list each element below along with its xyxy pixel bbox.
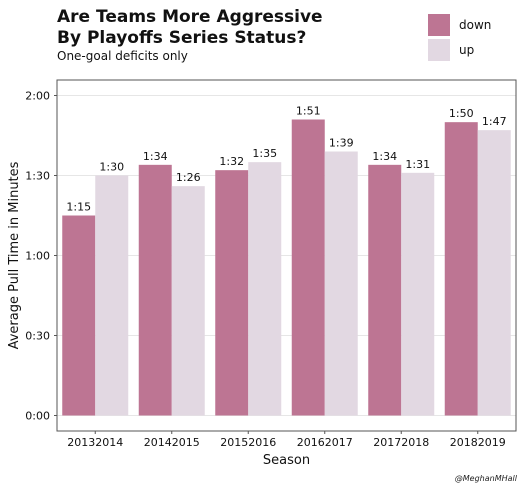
bar-down-20182019: [444, 122, 478, 416]
legend: down up: [428, 12, 491, 62]
y-tick-label-2: 1:00: [25, 250, 50, 263]
chart-title-line1: Are Teams More Aggressive: [57, 7, 323, 27]
y-tick-label-4: 2:00: [25, 90, 50, 103]
plot-panel-border: [56, 79, 517, 432]
bar-down-20142015: [138, 164, 172, 416]
bar-label-up-20182019: 1:47: [482, 115, 507, 128]
y-tick-label-0: 0:00: [25, 410, 50, 423]
bar-label-up-20172018: 1:31: [405, 158, 430, 171]
y-axis-title: Average Pull Time in Minutes: [7, 161, 22, 349]
legend-item-down: down: [428, 12, 491, 37]
x-tick-label-2: 20152016: [220, 436, 276, 449]
chart-subtitle: One-goal deficits only: [57, 49, 188, 63]
chart-title-line2: By Playoffs Series Status?: [57, 28, 307, 48]
bar-up-20142015: [171, 186, 205, 416]
bar-label-up-20142015: 1:26: [176, 171, 201, 184]
bar-label-up-20162017: 1:39: [329, 137, 354, 150]
chart-title: Are Teams More Aggressive By Playoffs Se…: [57, 7, 323, 49]
bar-down-20172018: [368, 164, 402, 416]
bar-label-down-20152016: 1:32: [219, 155, 244, 168]
legend-label-down: down: [459, 17, 492, 32]
x-tick-label-0: 20132014: [67, 436, 123, 449]
bar-up-20182019: [477, 130, 511, 416]
bar-up-20152016: [248, 162, 282, 416]
x-tick-label-4: 20172018: [373, 436, 429, 449]
bar-label-up-20132014: 1:30: [99, 161, 124, 174]
credit-text: @MeghanMHall: [454, 474, 517, 483]
legend-swatch-up: [428, 38, 450, 61]
bar-label-down-20162017: 1:51: [296, 105, 321, 118]
legend-swatch-down: [428, 13, 450, 36]
bar-label-down-20172018: 1:34: [372, 150, 397, 163]
x-tick-label-1: 20142015: [144, 436, 200, 449]
bar-down-20162017: [291, 119, 325, 416]
bar-up-20172018: [401, 172, 435, 416]
bar-label-down-20182019: 1:50: [449, 107, 474, 120]
x-axis-title: Season: [263, 453, 310, 468]
bar-up-20132014: [95, 175, 129, 416]
legend-label-up: up: [459, 42, 475, 57]
x-tick-label-5: 20182019: [450, 436, 506, 449]
bar-label-up-20152016: 1:35: [252, 147, 277, 160]
bar-label-down-20132014: 1:15: [66, 201, 91, 214]
bar-label-down-20142015: 1:34: [143, 150, 168, 163]
bar-down-20132014: [62, 215, 96, 416]
bar-up-20162017: [324, 151, 358, 416]
legend-item-up: up: [428, 37, 491, 62]
bar-down-20152016: [215, 170, 249, 416]
y-tick-label-3: 1:30: [25, 170, 50, 183]
y-tick-label-1: 0:30: [25, 330, 50, 343]
x-tick-label-3: 20162017: [297, 436, 353, 449]
